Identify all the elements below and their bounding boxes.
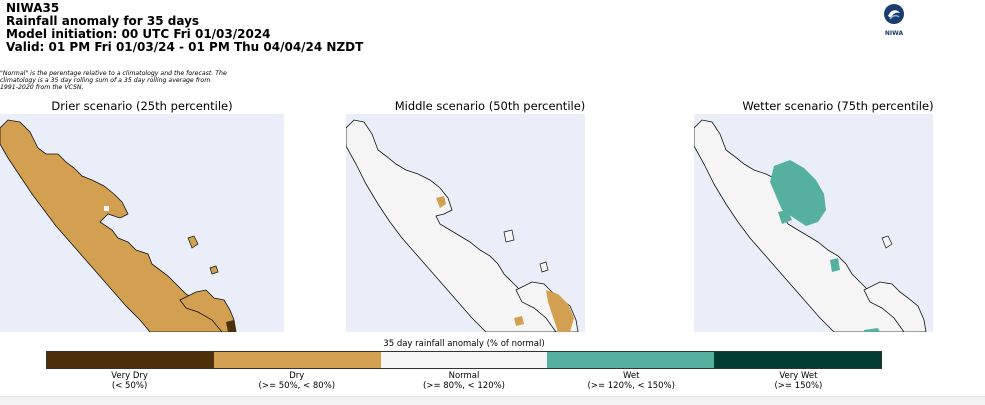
land-dry [546, 290, 574, 332]
legend-range: (< 50%) [111, 381, 148, 391]
map-drier [0, 114, 284, 332]
legend-range: (>= 120%, < 150%) [587, 381, 675, 391]
colorbar-very-wet [714, 352, 881, 368]
niwa-logo: NIWA [880, 3, 908, 37]
map-title-drier: Drier scenario (25th percentile) [51, 99, 233, 113]
island [503, 229, 515, 243]
legend-range: (>= 80%, < 120%) [423, 381, 505, 391]
colorbar [46, 351, 882, 369]
model-name: NIWA35 [6, 1, 60, 15]
map-title-wetter: Wetter scenario (75th percentile) [742, 99, 934, 113]
colorbar-very-dry [47, 352, 214, 368]
land-wet [778, 210, 792, 224]
legend-label: Wet [622, 371, 640, 381]
legend-dry: Dry (>= 50%, < 80%) [213, 371, 380, 391]
land-dry [0, 119, 237, 332]
legend-label: Very Wet [779, 371, 818, 381]
product-title: Rainfall anomaly for 35 days [6, 14, 200, 28]
legend-normal: Normal (>= 80%, < 120%) [380, 371, 547, 391]
legend-range: (>= 150%) [774, 381, 823, 391]
land-wet [830, 258, 840, 272]
legend-very-dry: Very Dry (< 50%) [46, 371, 213, 391]
niwa-logo-icon [884, 4, 904, 24]
model-initiation: Model initiation: 00 UTC Fri 01/03/2024 [6, 27, 271, 41]
logo-text: NIWA [884, 30, 904, 37]
island [187, 235, 199, 249]
colorbar-normal [380, 352, 548, 368]
land-very-dry [226, 320, 236, 332]
legend-label: Normal [448, 371, 480, 381]
legend-label: Dry [289, 371, 305, 381]
valid-period: Valid: 01 PM Fri 01/03/24 - 01 PM Thu 04… [6, 40, 364, 54]
bottom-scrollbar[interactable] [0, 396, 985, 405]
legend-label: Very Dry [111, 371, 148, 381]
land-wet [770, 160, 826, 226]
land-normal [694, 119, 909, 332]
climatology-note: "Normal" is the perentage relative to a … [0, 70, 227, 91]
colorbar-dry [213, 352, 381, 368]
island [881, 235, 893, 249]
land-dry [514, 316, 524, 326]
map-title-middle: Middle scenario (50th percentile) [394, 99, 586, 113]
colorbar-title: 35 day rainfall anomaly (% of normal) [383, 339, 545, 349]
normal-patch [104, 206, 109, 211]
island [539, 261, 549, 273]
header: NIWA35 Rainfall anomaly for 35 days Mode… [6, 2, 363, 54]
land-wet [864, 328, 880, 332]
map-middle [346, 114, 585, 332]
colorbar-wet [547, 352, 715, 368]
island [209, 265, 219, 275]
land-dry [436, 196, 446, 208]
land-normal-east [863, 281, 927, 332]
legend-wet: Wet (>= 120%, < 150%) [548, 371, 715, 391]
land-normal [346, 119, 561, 332]
map-wetter [694, 114, 933, 332]
legend-range: (>= 50%, < 80%) [258, 381, 336, 391]
legend-very-wet: Very Wet (>= 150%) [715, 371, 882, 391]
colorbar-labels: Very Dry (< 50%) Dry (>= 50%, < 80%) Nor… [46, 371, 882, 391]
